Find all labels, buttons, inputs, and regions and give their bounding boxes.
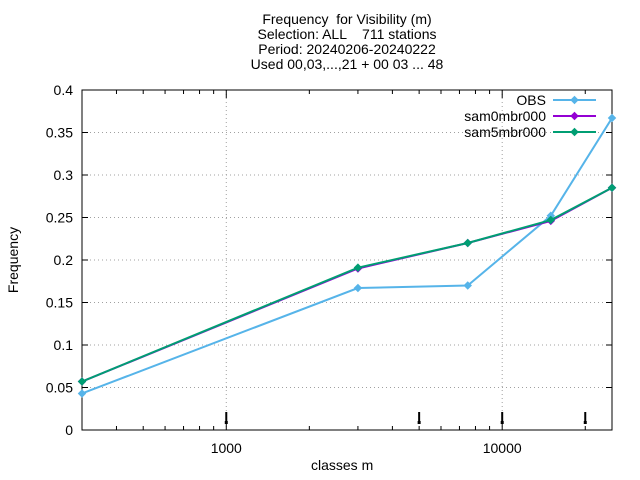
data-point-obs: [463, 281, 472, 290]
chart-title-line-4: Used 00,03,...,21 + 00 03 ... 48: [250, 56, 444, 72]
y-tick-label: 0.4: [54, 82, 74, 98]
series-line-sam5mbr000: [81, 186, 613, 383]
chart-title-line-1: Frequency for Visibility (m): [262, 11, 432, 27]
data-point-obs: [353, 283, 363, 293]
chart-title-line-3: Period: 20240206-20240222: [258, 41, 436, 57]
legend-label-sam0mbr000: sam0mbr000: [464, 108, 546, 124]
y-axis-label: Frequency: [5, 226, 21, 294]
data-point-sam5mbr000: [463, 238, 472, 248]
x-tick-label: 1000: [211, 440, 242, 456]
class-marker-point: [417, 421, 421, 424]
y-tick-label: 0.25: [46, 210, 73, 226]
class-marker-point: [224, 421, 228, 424]
data-point-sam5mbr000: [607, 183, 617, 192]
x-tick-label: 10000: [483, 440, 522, 456]
legend-label-sam5mbr000: sam5mbr000: [464, 124, 546, 140]
data-point-obs: [77, 389, 87, 398]
data-point-sam5mbr000: [77, 377, 87, 386]
y-tick-label: 0: [65, 422, 73, 438]
y-tick-label: 0.2: [54, 252, 74, 268]
y-tick-label: 0.35: [46, 125, 73, 141]
class-marker-point: [583, 421, 587, 424]
series-line-obs: [81, 117, 613, 395]
y-tick-label: 0.3: [54, 167, 74, 183]
legend-marker-sam0mbr000: [570, 111, 579, 121]
legend-marker-obs: [570, 95, 579, 105]
y-tick-label: 0.1: [54, 337, 74, 353]
legend-label-obs: OBS: [516, 92, 546, 108]
class-marker-point: [500, 421, 504, 424]
series-line-sam0mbr000: [81, 186, 613, 383]
y-tick-label: 0.05: [46, 380, 73, 396]
legend-marker-sam5mbr000: [570, 127, 579, 137]
chart-title-line-2: Selection: ALL 711 stations: [257, 26, 437, 42]
data-point-sam5mbr000: [353, 263, 363, 272]
x-axis-label: classes m: [311, 457, 374, 473]
y-tick-label: 0.15: [46, 295, 73, 311]
